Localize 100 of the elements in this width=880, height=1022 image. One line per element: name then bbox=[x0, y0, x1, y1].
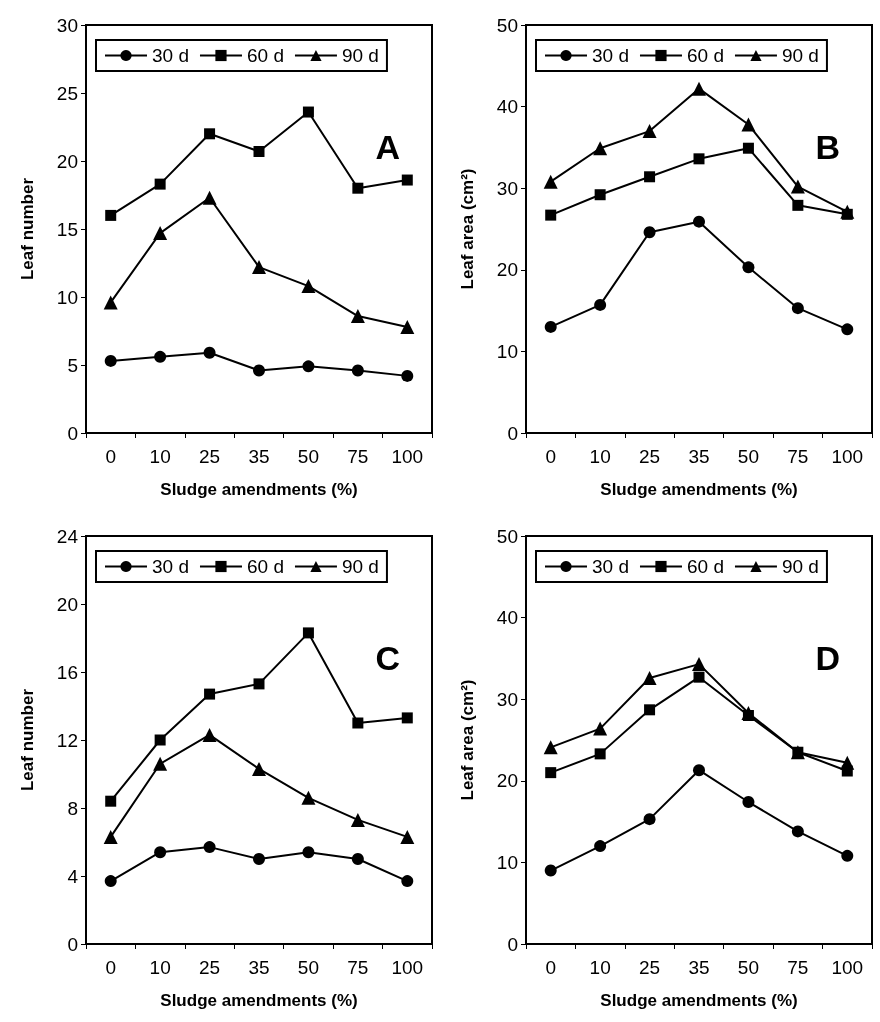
point bbox=[252, 260, 266, 275]
y-tick-label: 24 bbox=[56, 525, 79, 547]
point bbox=[401, 875, 414, 888]
point bbox=[791, 302, 804, 315]
x-tick-label: 25 bbox=[639, 446, 661, 467]
y-tick-label: 12 bbox=[56, 729, 78, 751]
point bbox=[202, 190, 217, 205]
x-tick-label: 100 bbox=[831, 446, 864, 467]
point bbox=[741, 117, 756, 132]
point bbox=[153, 756, 168, 771]
x-tick-label: 35 bbox=[248, 957, 270, 978]
point bbox=[253, 364, 265, 377]
point bbox=[644, 704, 656, 716]
legend-label: 60 d bbox=[246, 556, 284, 577]
point bbox=[154, 350, 167, 363]
point bbox=[742, 261, 755, 274]
x-tick-label: 75 bbox=[347, 957, 369, 978]
legend-label: 90 d bbox=[341, 45, 379, 66]
y-tick-label: 15 bbox=[56, 218, 78, 240]
y-tick-label: 8 bbox=[67, 797, 78, 819]
point bbox=[594, 298, 607, 311]
y-tick-label: 0 bbox=[507, 933, 518, 955]
point bbox=[203, 346, 216, 359]
annotation: D bbox=[815, 639, 841, 677]
x-tick-label: 75 bbox=[347, 446, 369, 467]
x-tick-label: 10 bbox=[149, 957, 171, 978]
annotation: A bbox=[375, 128, 401, 166]
legend-label: 90 d bbox=[341, 556, 379, 577]
point bbox=[693, 671, 705, 683]
y-tick-label: 50 bbox=[496, 525, 518, 547]
y-tick-label: 10 bbox=[496, 340, 518, 362]
point bbox=[692, 657, 706, 672]
point bbox=[253, 678, 265, 690]
point bbox=[154, 178, 166, 190]
x-tick-label: 0 bbox=[545, 446, 556, 467]
y-tick-label: 16 bbox=[56, 661, 78, 683]
annotation: B bbox=[815, 128, 841, 166]
x-tick-label: 25 bbox=[639, 957, 661, 978]
point bbox=[351, 364, 364, 377]
point bbox=[203, 841, 216, 854]
x-tick-label: 10 bbox=[149, 446, 171, 467]
x-axis-title: Sludge amendments (%) bbox=[160, 991, 358, 1010]
y-tick-label: 10 bbox=[496, 851, 518, 873]
point bbox=[202, 727, 217, 742]
point bbox=[545, 209, 557, 221]
legend-label: 60 d bbox=[246, 45, 284, 66]
legend-label: 30 d bbox=[592, 45, 629, 66]
point bbox=[693, 215, 705, 228]
point bbox=[105, 795, 117, 807]
x-axis-title: Sludge amendments (%) bbox=[600, 991, 798, 1010]
legend-label: 30 d bbox=[152, 45, 189, 66]
point bbox=[841, 323, 854, 336]
x-tick-label: 100 bbox=[391, 446, 424, 467]
annotation: C bbox=[375, 639, 401, 677]
point bbox=[301, 279, 316, 294]
y-axis-title: Leaf area (cm²) bbox=[458, 168, 477, 290]
x-axis-title: Sludge amendments (%) bbox=[600, 480, 798, 499]
point bbox=[545, 767, 557, 779]
point bbox=[204, 688, 216, 700]
y-tick-label: 30 bbox=[56, 14, 78, 36]
y-axis-title: Leaf area (cm²) bbox=[458, 679, 477, 801]
y-tick-label: 50 bbox=[496, 14, 518, 36]
point bbox=[642, 124, 657, 139]
point bbox=[352, 717, 364, 729]
x-tick-label: 0 bbox=[545, 957, 556, 978]
point bbox=[103, 295, 118, 310]
point bbox=[790, 179, 805, 194]
legend-label: 90 d bbox=[781, 556, 819, 577]
point bbox=[593, 141, 608, 156]
y-axis-title: Leaf number bbox=[18, 688, 37, 792]
legend-label: 60 d bbox=[686, 45, 724, 66]
point bbox=[352, 182, 364, 194]
point bbox=[791, 825, 804, 838]
x-tick-label: 10 bbox=[589, 957, 611, 978]
point bbox=[104, 875, 117, 888]
point bbox=[742, 796, 755, 809]
point bbox=[544, 864, 557, 877]
y-tick-label: 20 bbox=[496, 770, 518, 792]
y-tick-label: 30 bbox=[496, 688, 518, 710]
point bbox=[401, 174, 413, 186]
point bbox=[401, 369, 414, 382]
y-tick-label: 4 bbox=[67, 865, 79, 887]
point bbox=[302, 106, 314, 118]
point bbox=[594, 189, 606, 201]
x-tick-label: 50 bbox=[737, 446, 759, 467]
point bbox=[840, 204, 855, 219]
x-tick-label: 0 bbox=[105, 446, 116, 467]
point bbox=[792, 199, 804, 211]
point bbox=[301, 790, 316, 805]
point bbox=[593, 721, 608, 736]
point bbox=[253, 853, 265, 865]
point bbox=[153, 226, 168, 241]
y-tick-label: 40 bbox=[496, 607, 518, 629]
y-tick-label: 20 bbox=[56, 593, 78, 615]
y-tick-label: 10 bbox=[56, 286, 78, 308]
point bbox=[350, 309, 365, 324]
x-tick-label: 100 bbox=[831, 957, 864, 978]
point bbox=[693, 153, 705, 165]
point bbox=[544, 320, 557, 333]
point bbox=[302, 627, 314, 639]
